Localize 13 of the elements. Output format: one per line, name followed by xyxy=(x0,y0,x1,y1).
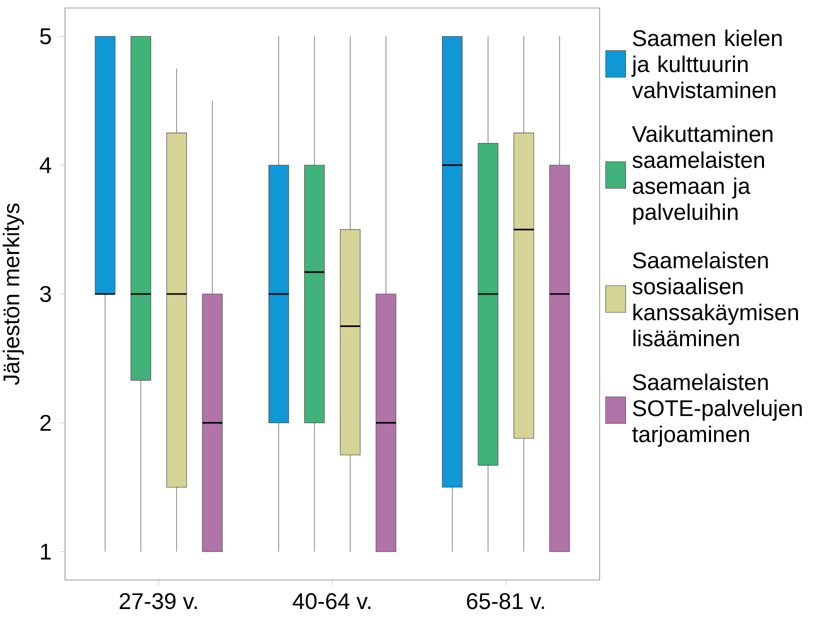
x-tick-label: 40-64 v. xyxy=(292,593,370,610)
legend-label: Saamelaisten sosiaalisen kanssakäymisen lisääminen xyxy=(632,252,798,346)
legend-label: Vaikuttaminen saamelaisten asemaan ja palveluihin xyxy=(632,125,772,225)
y-axis-title: Järjestön merkitys xyxy=(2,204,24,385)
y-tick-label: 2 xyxy=(40,414,51,431)
legend-label: Saamen kielen ja kulttuurin vahvistaminen xyxy=(631,30,782,98)
y-tick-label: 3 xyxy=(40,286,51,302)
x-tick-label: 27-39 v. xyxy=(120,593,197,610)
legend-label: Saamelaisten SOTE-palvelujen tarjoaminen xyxy=(632,374,802,447)
x-tick-label: 65-81 v. xyxy=(466,593,544,610)
y-tick-label: 1 xyxy=(40,544,51,560)
y-tick-label: 5 xyxy=(40,28,51,44)
y-tick-label: 4 xyxy=(40,157,52,173)
